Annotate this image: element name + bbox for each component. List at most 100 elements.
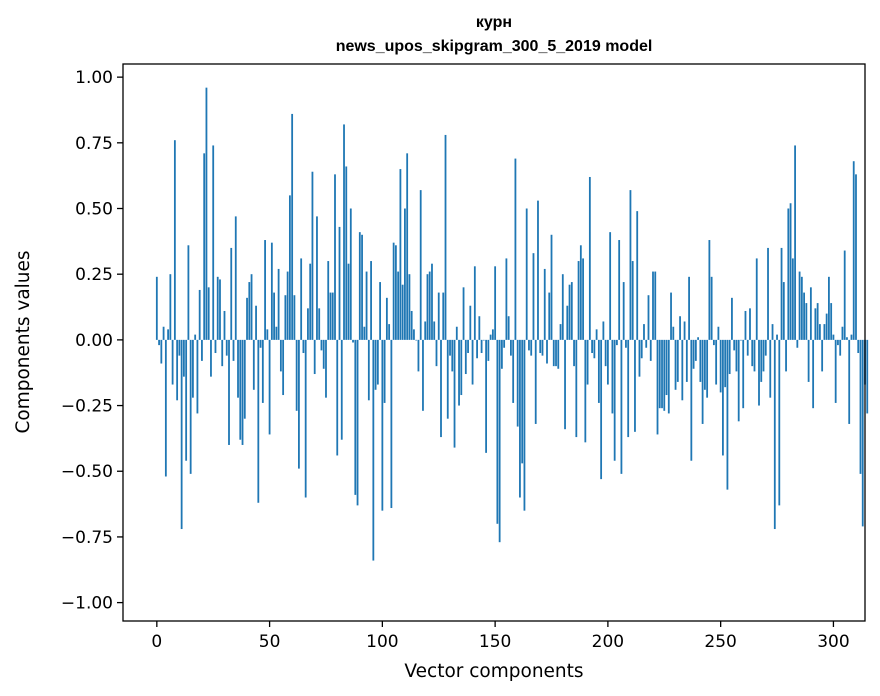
bar-91: [361, 234, 363, 340]
bar-112: [408, 274, 411, 340]
bar-145: [482, 339, 485, 341]
bar-87: [352, 339, 354, 343]
bar-9: [176, 339, 179, 401]
bar-189: [582, 258, 584, 340]
bar-201: [609, 232, 612, 340]
bar-159: [514, 158, 517, 340]
bar-220: [652, 271, 654, 340]
bar-153: [500, 339, 503, 369]
bar-37: [239, 339, 242, 440]
bar-239: [694, 339, 697, 361]
bar-38: [241, 339, 244, 445]
bar-175: [550, 234, 553, 340]
bar-76: [327, 261, 330, 340]
bar-262: [746, 339, 749, 356]
bar-251: [722, 339, 724, 456]
bar-162: [521, 339, 524, 464]
bar-41: [248, 282, 251, 340]
bar-10: [178, 339, 181, 356]
y-axis-ticks: 1.00 0.75 0.50 0.25 0.00 −0.25 −0.50 −0.75 −1.00: [61, 68, 123, 614]
bar-261: [744, 310, 747, 340]
bar-234: [683, 321, 686, 340]
bar-172: [543, 268, 546, 340]
bar-88: [354, 339, 357, 495]
bar-284: [796, 339, 799, 348]
bar-120: [426, 274, 429, 340]
bar-85: [347, 263, 350, 340]
bar-113: [410, 310, 413, 340]
bar-193: [591, 339, 593, 354]
bar-148: [489, 334, 492, 340]
bar-20: [201, 339, 203, 361]
y-axis-label: Components values: [13, 250, 34, 433]
bar-235: [685, 339, 688, 382]
bar-118: [422, 339, 424, 411]
bar-116: [417, 339, 420, 372]
bar-0: [155, 276, 158, 340]
bar-135: [460, 339, 463, 396]
bar-63: [298, 339, 300, 469]
bar-7: [171, 339, 174, 385]
bar-236: [688, 276, 690, 340]
bar-274: [773, 339, 776, 530]
bar-111: [406, 153, 409, 340]
bar-86: [349, 208, 352, 340]
bar-8: [173, 140, 176, 340]
bar-137: [464, 339, 467, 375]
bar-147: [487, 339, 490, 361]
bar-142: [476, 339, 478, 359]
x-tick-label-0: 0: [151, 632, 162, 652]
bar-71: [316, 216, 318, 340]
bar-5: [167, 329, 169, 340]
bar-133: [455, 326, 458, 340]
bar-289: [807, 339, 810, 382]
bar-95: [370, 261, 372, 340]
bar-46: [259, 339, 262, 348]
bar-49: [266, 329, 269, 340]
bar-132: [453, 339, 456, 448]
bar-115: [415, 339, 418, 341]
bar-210: [629, 190, 632, 340]
bar-221: [654, 271, 657, 340]
bar-122: [431, 263, 433, 340]
bar-146: [485, 339, 487, 453]
bar-216: [643, 324, 645, 340]
bar-228: [670, 292, 672, 340]
bar-144: [480, 339, 483, 354]
bar-188: [579, 245, 582, 340]
bar-223: [658, 339, 661, 409]
bar-194: [593, 339, 596, 359]
bar-283: [794, 145, 796, 340]
bar-138: [467, 339, 469, 354]
bar-39: [243, 339, 246, 419]
bar-300: [832, 334, 835, 340]
bar-166: [530, 339, 533, 356]
bar-249: [717, 326, 720, 340]
bar-164: [525, 208, 528, 340]
bar-104: [390, 339, 393, 509]
y-tick-label-0: 1.00: [75, 68, 113, 88]
bar-291: [812, 339, 815, 409]
bar-25: [212, 145, 215, 340]
bar-227: [667, 339, 670, 414]
bar-79: [334, 174, 336, 340]
bar-24: [210, 339, 212, 377]
bar-288: [805, 303, 808, 340]
bar-276: [778, 339, 781, 506]
bar-247: [712, 339, 715, 346]
bar-163: [523, 339, 526, 511]
bar-81: [338, 226, 341, 340]
bar-244: [706, 339, 709, 398]
bar-281: [789, 203, 792, 340]
bar-178: [557, 339, 560, 369]
bar-181: [564, 339, 566, 430]
bar-66: [304, 339, 307, 498]
bar-61: [293, 295, 296, 340]
bar-28: [219, 279, 221, 340]
bar-180: [561, 274, 564, 340]
bar-156: [507, 316, 510, 340]
bar-258: [737, 339, 740, 422]
y-tick-label-2: 0.50: [75, 200, 113, 220]
bar-211: [631, 261, 634, 340]
